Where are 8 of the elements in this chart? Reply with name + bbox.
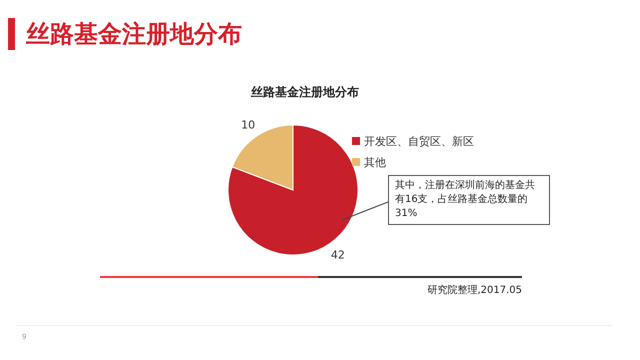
data-label: 42 bbox=[330, 248, 345, 262]
legend-label: 开发区、自贸区、新区 bbox=[364, 135, 474, 148]
text: 其中，注册在深圳前海的基金共有16支，占丝路基金总数量的31% bbox=[388, 175, 550, 225]
data-label: 10 bbox=[241, 118, 256, 132]
text: 丝路基金注册地分布 bbox=[26, 19, 242, 50]
text: 研究院整理,2017.05 bbox=[427, 284, 522, 297]
legend-label: 其他 bbox=[364, 156, 386, 169]
chart-title: 丝路基金注册地分布 bbox=[250, 85, 359, 99]
